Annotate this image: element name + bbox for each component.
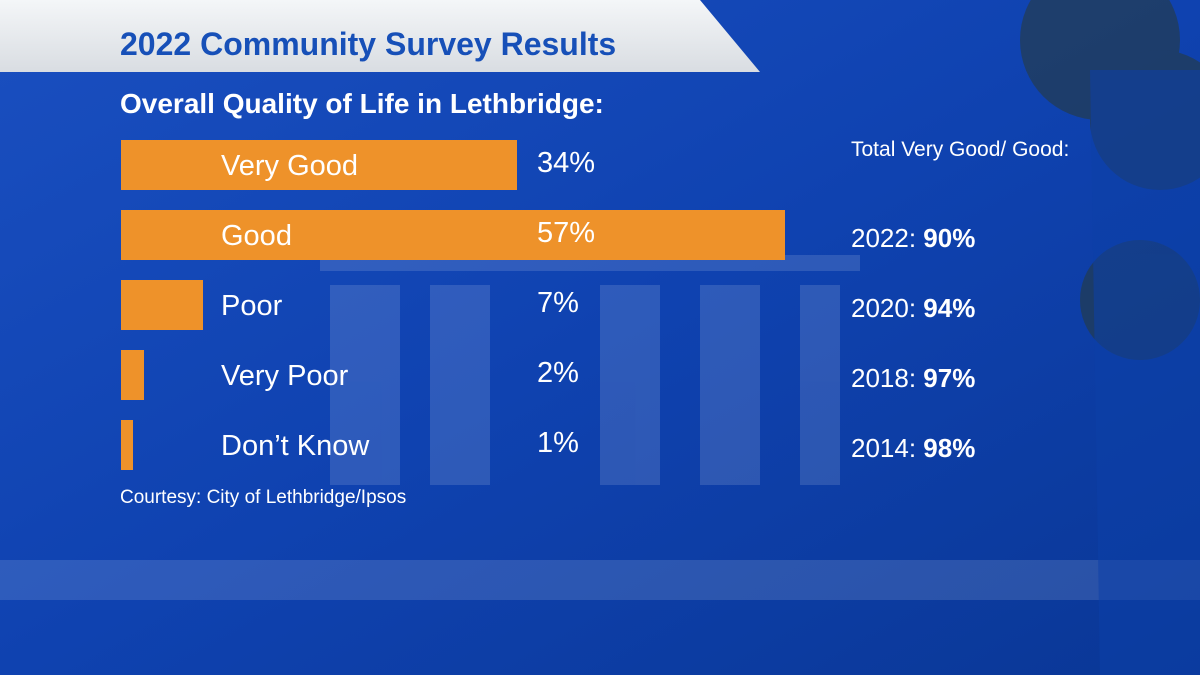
sidebar-total-row: 2014: 98% — [851, 432, 975, 464]
title-banner — [0, 0, 760, 72]
chart-title: 2022 Community Survey Results — [120, 26, 617, 62]
category-label: Poor — [221, 290, 283, 322]
sidebar-value: 97% — [923, 363, 976, 393]
bar-don-t-know — [121, 420, 133, 470]
sidebar-value: 90% — [923, 223, 976, 253]
sidebar-value: 94% — [923, 293, 976, 323]
sidebar-year: 2014: — [851, 433, 924, 463]
bar-very-poor — [121, 350, 144, 400]
sidebar-year: 2022: — [851, 223, 924, 253]
bar-poor — [121, 280, 203, 330]
category-label: Very Good — [221, 150, 359, 182]
value-label: 7% — [537, 287, 579, 319]
chart-subtitle: Overall Quality of Life in Lethbridge: — [120, 88, 604, 119]
sidebar-total-row: 2022: 90% — [851, 222, 975, 254]
sidebar-year: 2018: — [851, 363, 924, 393]
sidebar-total-row: 2018: 97% — [851, 362, 975, 394]
source-credit: Courtesy: City of Lethbridge/Ipsos — [120, 487, 407, 508]
category-label: Good — [221, 220, 292, 252]
bar-very-good — [121, 140, 517, 190]
sidebar-year: 2020: — [851, 293, 924, 323]
value-label: 57% — [537, 217, 596, 249]
category-label: Don’t Know — [221, 430, 370, 462]
value-label: 1% — [537, 427, 579, 459]
sidebar-value: 98% — [923, 433, 976, 463]
sidebar-total-row: 2020: 94% — [851, 292, 975, 324]
sidebar-heading: Total Very Good/ Good: — [851, 138, 1070, 161]
category-label: Very Poor — [221, 360, 349, 392]
value-label: 34% — [537, 147, 596, 179]
value-label: 2% — [537, 357, 579, 389]
bar-good — [121, 210, 785, 260]
